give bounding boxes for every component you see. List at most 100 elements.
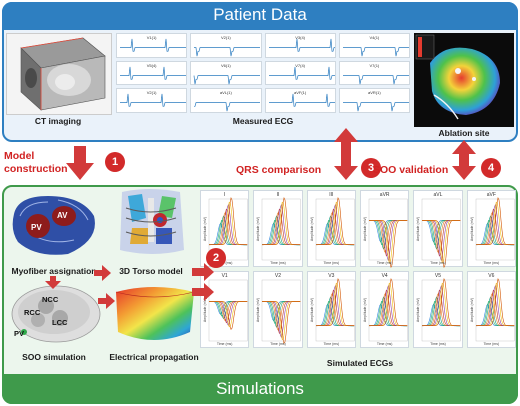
simulated-ecg-panel: II Time (ms) Amplitude (mV) [253,190,303,267]
soo-valve-image [8,284,104,344]
tag-ncc: NCC [42,295,59,304]
simulated-ecg-x-axis-label: Time (ms) [270,261,286,265]
simulated-ecg-label: Simulated ECGs [326,358,394,368]
measured-ecg-trace [342,47,409,57]
soo-label: SOO simulation [22,352,86,362]
simulated-ecg-lead-name: I [223,192,226,198]
step-4-badge: 4 [481,158,501,178]
measured-ecg-grid: V1(1) V2(1) V3(4) V4(1) V5(4) V6(1) V7(4) V7(1)… [116,33,410,113]
propagation-label: Electrical propagation [109,352,199,362]
tag-lcc: LCC [52,318,68,327]
step-3-badge: 3 [361,158,381,178]
measured-ecg-lead-name: V3(4) [295,35,306,40]
step-2-badge: 2 [206,248,226,268]
simulated-ecg-panel: V1 Time (ms) Amplitude (mV) [200,271,250,348]
tag-pv-valve: PV [14,329,25,338]
simulated-ecg-lead-name: V4 [381,273,388,279]
simulated-ecg-lead-name: V2 [274,273,282,279]
simulated-ecg-trace [422,277,461,327]
simulated-ecg-lead-name: V3 [328,273,335,279]
tag-rcc: RCC [24,308,41,317]
simulated-ecg-trace [209,301,248,331]
simulated-ecg-trace [475,196,514,246]
measured-ecg-panel: V4(1) [338,33,410,58]
measured-ecg-trace [268,38,335,52]
torso-label: 3D Torso model [119,266,183,276]
measured-ecg-lead-name: V5(4) [146,62,157,68]
simulated-ecg-trace [422,220,461,268]
simulated-ecg-panel: V4 Time (ms) Amplitude (mV) [360,271,410,348]
simulated-ecg-y-axis-label: Amplitude (mV) [203,297,207,322]
measured-ecg-panel: V5(4) [116,60,188,86]
measured-ecg-trace [342,74,409,84]
measured-ecg-lead-name: aVL(1) [219,90,232,96]
measured-ecg-lead-name: aVR(1) [368,90,381,96]
simulated-ecg-trace [209,196,248,246]
step-3-label: QRS comparison [236,164,322,176]
measured-ecg-trace [193,74,261,84]
measured-ecg-panel: V1(1) [116,33,188,58]
simulated-ecg-axes [262,198,301,261]
tag-av: AV [57,211,68,220]
simulated-ecg-axes [262,279,301,342]
simulated-ecg-panel: V6 Time (ms) Amplitude (mV) [466,271,516,348]
measured-ecg-lead-name: V4(1) [369,35,380,40]
simulated-ecg-y-axis-label: Amplitude (mV) [256,216,261,241]
simulated-ecg-panel: V2 Time (ms) Amplitude (mV) [253,271,303,348]
myofiber-heart-image [8,192,100,258]
simulated-ecg-x-axis-label: Time (ms) [323,261,340,265]
measured-ecg-panel: aVL(1) [190,88,262,113]
measured-ecg-panel: V6(1) [190,60,262,86]
simulated-ecg-x-axis-label: Time (ms) [270,342,286,346]
simulated-ecg-x-axis-label: Time (ms) [323,342,340,346]
measured-ecg-lead-name: V2(1) [146,90,157,96]
simulated-ecg-y-axis-label: Amplitude (mV) [363,297,367,322]
simulated-ecg-lead-name: V6 [488,273,495,279]
simulated-ecg-trace [369,220,408,268]
simulated-ecg-y-axis-label: Amplitude (mV) [469,216,474,241]
step-1-label: Model construction [4,150,68,175]
simulated-ecg-y-axis-label: Amplitude (mV) [363,216,367,241]
measured-ecg-lead-name: aVF(1) [294,90,307,96]
measured-ecg-trace [268,94,335,107]
measured-ecg-lead-name: V7(4) [295,62,306,68]
simulated-ecg-axes [475,198,515,261]
measured-ecg-trace [268,66,335,80]
simulations-footer [2,374,518,404]
patient-data-header [2,2,518,30]
simulated-ecg-panel: V5 Time (ms) Amplitude (mV) [413,271,463,348]
torso-model-image [112,188,190,258]
simulated-ecg-y-axis-label: Amplitude (mV) [416,216,421,241]
myofiber-label: Myofiber assignation [11,266,97,276]
measured-ecg-trace [342,102,409,112]
simulated-ecg-lead-name: V1 [221,273,228,279]
simulated-ecg-lead-name: II [276,192,280,198]
patient-data-title: Patient Data [213,5,307,24]
simulated-ecg-trace [369,277,408,327]
simulated-ecg-axes [368,279,408,342]
simulated-ecg-axes [208,198,248,261]
ablation-site-label: Ablation site [438,128,490,138]
measured-ecg-panel: V7(1) [338,60,410,86]
propagation-map-image [110,280,198,348]
simulated-ecg-y-axis-label: Amplitude (mV) [203,216,207,241]
measured-ecg-panel: V7(4) [264,60,336,86]
simulations-title: Simulations [216,379,304,398]
simulated-ecg-y-axis-label: Amplitude (mV) [309,216,314,241]
simulated-ecg-lead-name: V5 [434,273,442,279]
measured-ecg-trace [194,102,261,112]
simulated-ecg-lead-name: aVL [433,192,443,198]
simulated-ecg-trace [475,277,514,327]
simulated-ecg-axes [475,279,515,342]
simulated-ecg-y-axis-label: Amplitude (mV) [416,297,421,322]
simulated-ecg-x-axis-label: Time (ms) [216,342,233,346]
simulated-ecg-panel: III Time (ms) Amplitude (mV) [306,190,356,267]
simulated-ecg-x-axis-label: Time (ms) [483,342,500,346]
measured-ecg-panel: aVR(1) [338,88,410,113]
simulated-ecg-panel: V3 Time (ms) Amplitude (mV) [306,271,356,348]
simulated-ecg-panel: aVF Time (ms) Amplitude (mV) [466,190,516,267]
simulated-ecg-lead-name: aVR [379,192,390,198]
measured-ecg-lead-name: V7(1) [369,62,380,68]
simulated-ecg-lead-name: III [329,192,334,198]
simulated-ecg-axes [315,198,355,261]
